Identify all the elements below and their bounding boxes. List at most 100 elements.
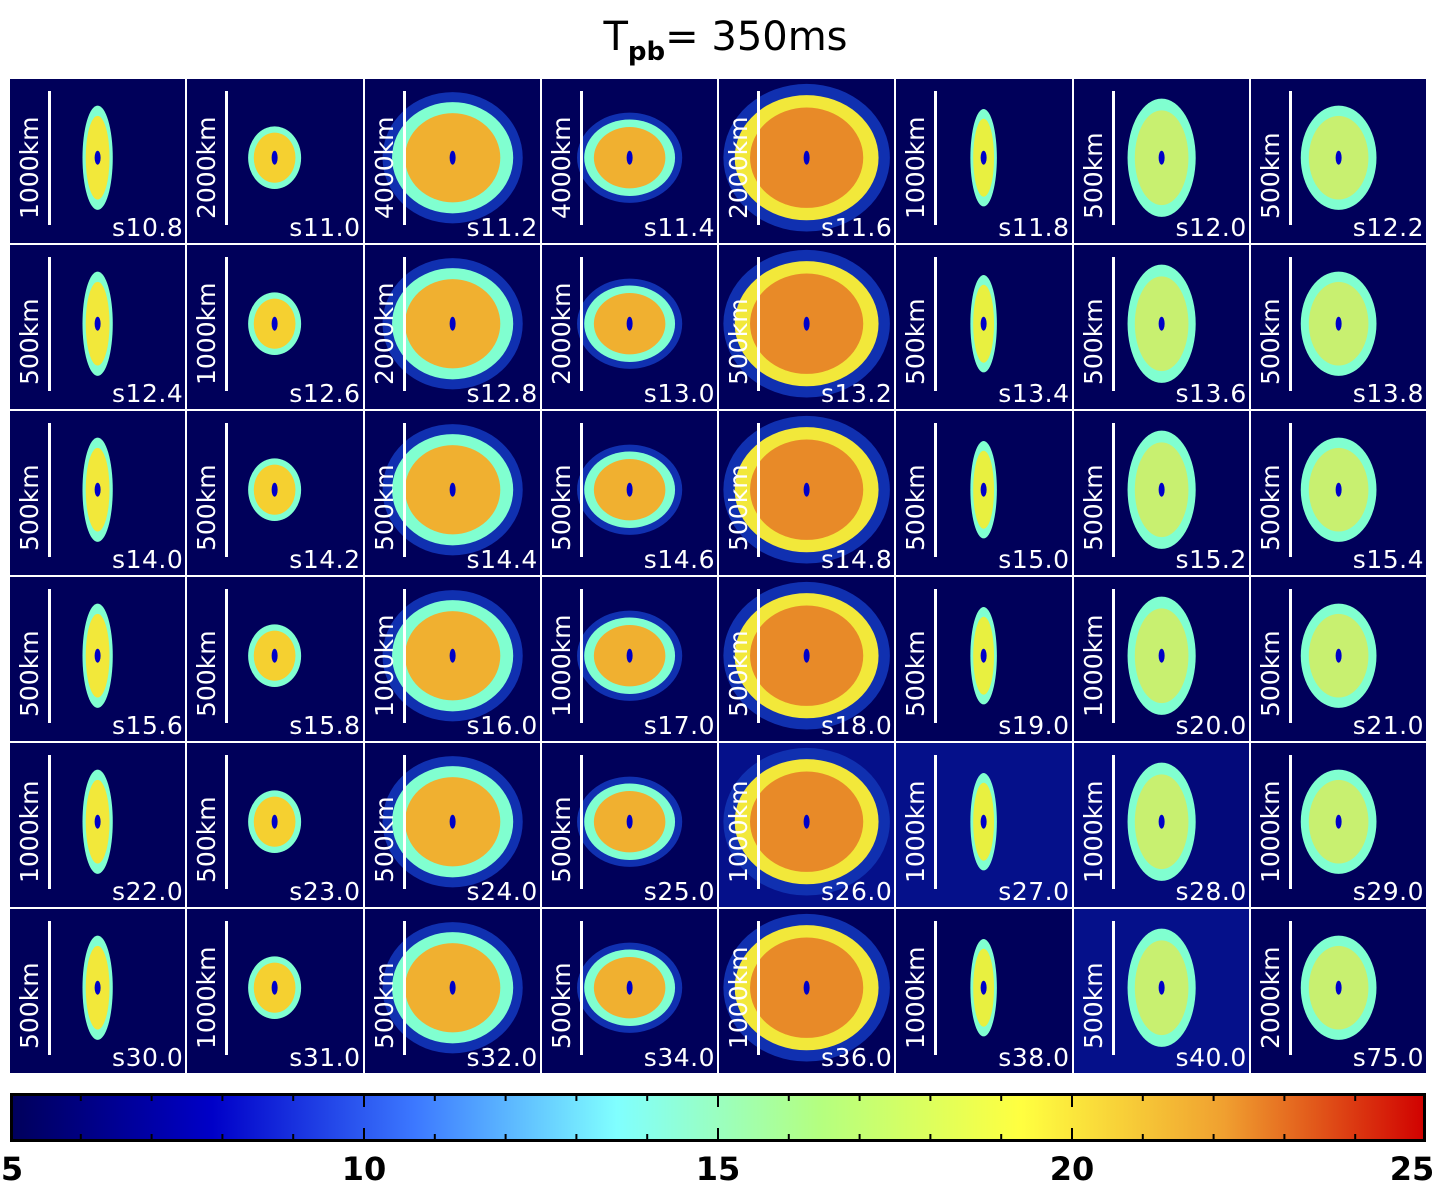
- scale-bar: [579, 257, 583, 391]
- neutron-star-core: [271, 980, 278, 995]
- neutron-star-core: [1335, 814, 1342, 829]
- scale-bar: [48, 755, 51, 889]
- scale-bar: [48, 589, 51, 723]
- neutron-star-core: [449, 980, 456, 995]
- entropy-map: [576, 423, 682, 557]
- model-label: s14.6: [643, 545, 715, 574]
- panel-s13.4: 500km s13.4: [896, 245, 1072, 409]
- scale-bar: [579, 921, 583, 1055]
- model-label: s40.0: [1175, 1043, 1247, 1072]
- neutron-star-core: [803, 482, 810, 497]
- scale-label: 500km: [192, 630, 222, 717]
- scale-label: 500km: [1078, 132, 1108, 219]
- panel-s13.2: 500km s13.2: [719, 245, 895, 409]
- colorbar-tick-label: 15: [695, 1150, 741, 1188]
- entropy-map: [1111, 589, 1196, 723]
- panel-s15.6: 500km s15.6: [10, 577, 186, 741]
- model-label: s15.6: [112, 711, 184, 740]
- neutron-star-core: [980, 316, 987, 331]
- model-label: s15.8: [289, 711, 361, 740]
- entropy-map: [576, 921, 682, 1055]
- entropy-map: [225, 423, 302, 557]
- panel-s11.2: 4000km s11.2: [364, 79, 540, 243]
- neutron-star-core: [626, 814, 633, 829]
- scale-label: 1000km: [1078, 614, 1108, 717]
- panel-s12.0: 500km s12.0: [1073, 79, 1249, 243]
- panel-s38.0: 1000km s38.0: [896, 909, 1072, 1073]
- neutron-star-core: [803, 150, 810, 165]
- scale-bar: [579, 755, 583, 889]
- neutron-star-core: [94, 482, 101, 497]
- neutron-star-core: [1335, 648, 1342, 663]
- panel-s40.0: 500km s40.0: [1073, 909, 1249, 1073]
- neutron-star-core: [271, 482, 278, 497]
- scale-label: 2000km: [369, 282, 399, 385]
- scale-label: 500km: [724, 630, 753, 717]
- entropy-map: [934, 755, 998, 889]
- panel-s11.8: 1000km s11.8: [896, 79, 1072, 243]
- neutron-star-core: [1158, 648, 1165, 663]
- scale-label: 4000km: [546, 116, 576, 219]
- neutron-star-core: [803, 814, 810, 829]
- panel-s27.0: 1000km s27.0: [896, 743, 1072, 907]
- scale-label: 1000km: [15, 116, 44, 219]
- scale-label: 500km: [15, 298, 44, 385]
- scale-label: 500km: [901, 464, 931, 551]
- model-label: s11.6: [821, 213, 893, 242]
- neutron-star-core: [1335, 316, 1342, 331]
- colorbar-tick-label: 10: [341, 1150, 387, 1188]
- entropy-map: [225, 589, 302, 723]
- panel-s18.0: 500km s18.0: [719, 577, 895, 741]
- neutron-star-core: [94, 316, 101, 331]
- panel-s28.0: 1000km s28.0: [1073, 743, 1249, 907]
- scale-label: 500km: [1255, 630, 1285, 717]
- neutron-star-core: [980, 648, 987, 663]
- scale-bar: [225, 257, 229, 391]
- entropy-map: [723, 415, 890, 564]
- model-label: s29.0: [1352, 877, 1424, 906]
- scale-bar: [757, 257, 760, 391]
- panel-s31.0: 1000km s31.0: [187, 909, 363, 1073]
- panel-s12.8: 2000km s12.8: [364, 245, 540, 409]
- scale-label: 500km: [546, 962, 576, 1049]
- model-label: s12.4: [112, 379, 184, 408]
- scale-bar: [402, 423, 406, 557]
- scale-bar: [1111, 921, 1115, 1055]
- panel-s14.0: 500km s14.0: [10, 411, 186, 575]
- scale-label: 4000km: [369, 116, 399, 219]
- panel-s36.0: 1000km s36.0: [719, 909, 895, 1073]
- model-label: s22.0: [112, 877, 184, 906]
- panel-grid: 1000km s10.8 2000km s11.0 4000km s11.2 4000km s…: [10, 79, 1426, 1073]
- model-label: s26.0: [821, 877, 893, 906]
- model-label: s32.0: [466, 1043, 538, 1072]
- entropy-map: [1111, 921, 1196, 1055]
- panel-s14.2: 500km s14.2: [187, 411, 363, 575]
- model-label: s20.0: [1175, 711, 1247, 740]
- scale-bar: [225, 423, 229, 557]
- scale-bar: [757, 91, 760, 225]
- neutron-star-core: [449, 648, 456, 663]
- entropy-map: [1111, 423, 1196, 557]
- entropy-map: [1111, 257, 1196, 391]
- scale-label: 500km: [546, 464, 576, 551]
- scale-label: 1000km: [901, 780, 931, 883]
- neutron-star-core: [94, 980, 101, 995]
- scale-bar: [1111, 589, 1115, 723]
- entropy-map: [1288, 589, 1377, 723]
- entropy-map: [382, 589, 523, 723]
- entropy-map: [723, 747, 890, 896]
- neutron-star-core: [626, 980, 633, 995]
- scale-label: 500km: [369, 464, 399, 551]
- model-label: s15.0: [998, 545, 1070, 574]
- model-label: s11.2: [466, 213, 538, 242]
- scale-label: 1000km: [15, 780, 44, 883]
- panel-s29.0: 1000km s29.0: [1250, 743, 1426, 907]
- neutron-star-core: [271, 316, 278, 331]
- scale-bar: [757, 921, 760, 1055]
- panel-s26.0: 1000km s26.0: [719, 743, 895, 907]
- model-label: s18.0: [821, 711, 893, 740]
- scale-bar: [1288, 921, 1292, 1055]
- entropy-map: [934, 921, 998, 1055]
- entropy-map: [225, 91, 302, 225]
- scale-bar: [402, 755, 406, 889]
